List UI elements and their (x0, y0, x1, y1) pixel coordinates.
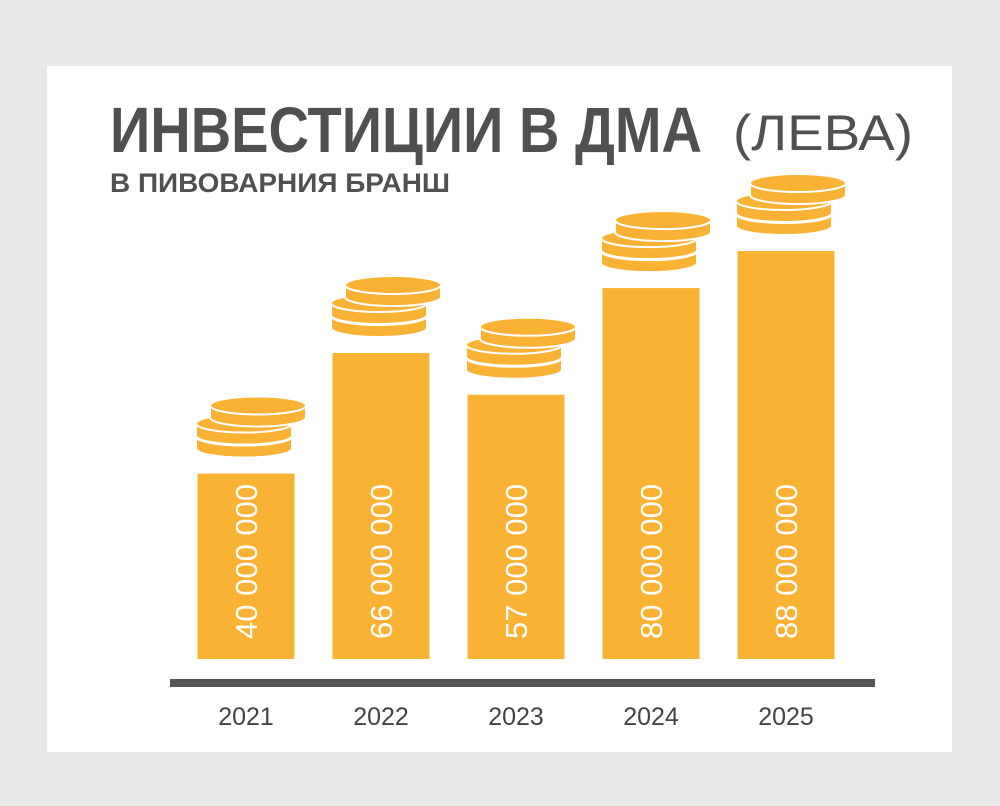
value-label: 57 000 000 (499, 484, 534, 639)
value-label: 40 000 000 (229, 484, 264, 639)
value-label: 88 000 000 (769, 484, 804, 639)
chart-subtitle: В ПИВОВАРНИЯ БРАНШ (110, 168, 450, 198)
coin-top (749, 173, 847, 193)
bar (332, 353, 430, 659)
coin-top (614, 210, 712, 231)
coin-top (209, 395, 307, 416)
value-label: 80 000 000 (634, 484, 669, 639)
bar (197, 473, 295, 659)
x-tick-label: 2025 (758, 703, 814, 731)
bar (737, 251, 835, 659)
value-label: 66 000 000 (364, 484, 399, 639)
coin-top (344, 275, 442, 295)
baseline (170, 679, 875, 687)
bar (467, 394, 565, 659)
chart-title: ИНВЕСТИЦИИ В ДМА (110, 94, 702, 166)
unit-label: (ЛЕВА) (733, 105, 913, 161)
x-tick-label: 2022 (353, 703, 409, 731)
coin-top (479, 316, 577, 337)
bar (602, 288, 700, 659)
x-tick-label: 2024 (623, 703, 679, 731)
x-tick-label: 2021 (218, 703, 274, 731)
x-tick-label: 2023 (488, 703, 544, 731)
